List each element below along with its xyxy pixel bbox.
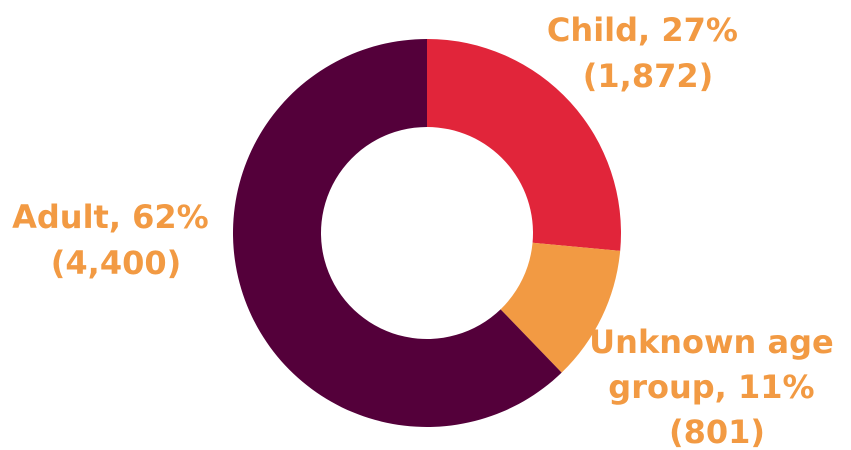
label-adult-line1: Adult, 62% [12,198,209,236]
donut-slices [232,39,621,428]
label-adult-line2: (4,400) [51,244,181,282]
slice-unknown [500,242,621,373]
label-adult: Adult, 62% (4,400) [12,198,220,282]
label-unknown: Unknown age group, 11% (801) [589,323,845,450]
label-unknown-line2: group, 11% [608,368,814,406]
label-child-line1: Child, 27% [547,11,738,49]
label-child-line2: (1,872) [583,57,713,95]
label-unknown-line1: Unknown age [589,323,834,361]
slice-adult [232,39,562,428]
label-unknown-line3: (801) [669,413,765,450]
label-child: Child, 27% (1,872) [547,11,749,95]
slice-child [427,39,621,251]
